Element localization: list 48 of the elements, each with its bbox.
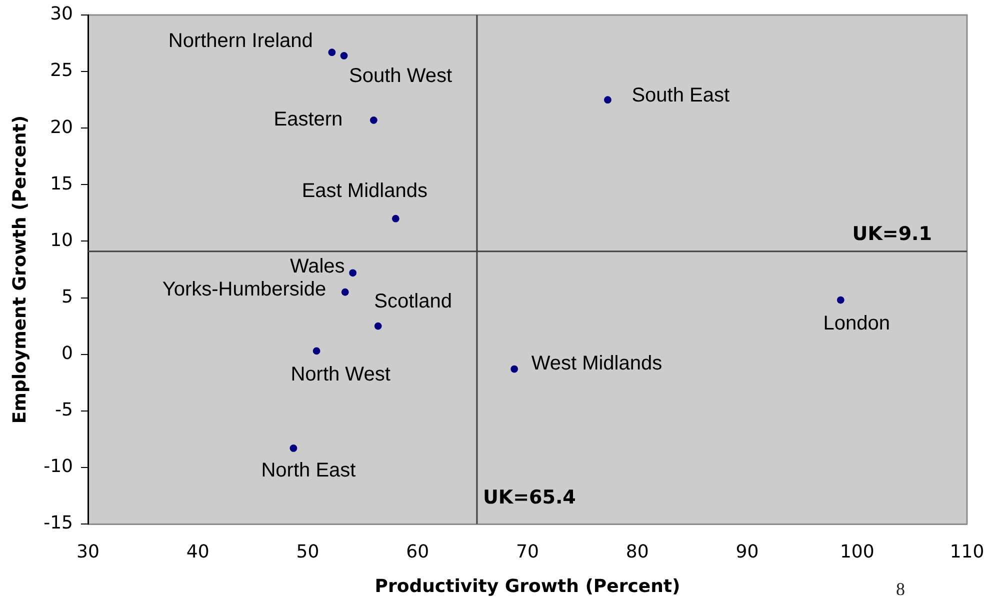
y-tick-label: 0 [62,343,73,364]
point [290,444,298,452]
x-tick-label: 110 [950,541,984,562]
x-axis-title: Productivity Growth (Percent) [374,576,680,597]
point [510,365,518,373]
series-label: London [823,312,890,335]
series-label: North East [261,460,356,482]
series-label: Scotland [374,290,452,313]
series-label: South West [349,65,452,88]
ref-line-label: UK=65.4 [482,486,576,508]
x-tick-label: 80 [626,541,649,562]
point [604,96,612,104]
series-label: South East [632,84,730,106]
x-tick-label: 60 [406,541,430,562]
point [836,296,844,304]
text: 8 [896,579,905,600]
y-tick-label: 15 [50,173,73,194]
ref-line-label: UK=9.1 [852,222,932,245]
y-tick-label: 10 [50,230,73,251]
y-tick-label: 25 [50,60,73,82]
point [328,48,336,56]
series-label: Eastern [274,108,343,131]
y-tick-label: 20 [50,116,73,138]
series-label: West Midlands [531,352,662,375]
x-tick-label: 90 [736,541,759,562]
point [374,322,382,330]
x-tick-label: 100 [840,541,874,562]
y-tick-label: -5 [55,400,73,421]
point [349,269,356,277]
x-tick-label: 30 [76,541,100,562]
series-label: Wales [290,255,345,278]
x-tick-label: 70 [516,541,539,562]
point [392,214,400,222]
point [370,116,378,124]
series-label: North West [290,363,391,386]
point [341,288,349,296]
point [340,52,348,60]
y-tick-label: -15 [44,512,73,534]
x-tick-label: 40 [186,541,210,562]
y-axis-title: Employment Growth (Percent) [9,115,30,424]
point [312,347,320,355]
y-tick-label: -10 [44,456,73,478]
series-label: Yorks-Humberside [162,278,326,301]
x-tick-label: 50 [296,541,320,562]
y-tick-label: 5 [62,286,73,308]
y-tick-label: 30 [50,4,73,25]
series-label: East Midlands [302,180,428,202]
series-label: Northern Ireland [168,30,313,52]
